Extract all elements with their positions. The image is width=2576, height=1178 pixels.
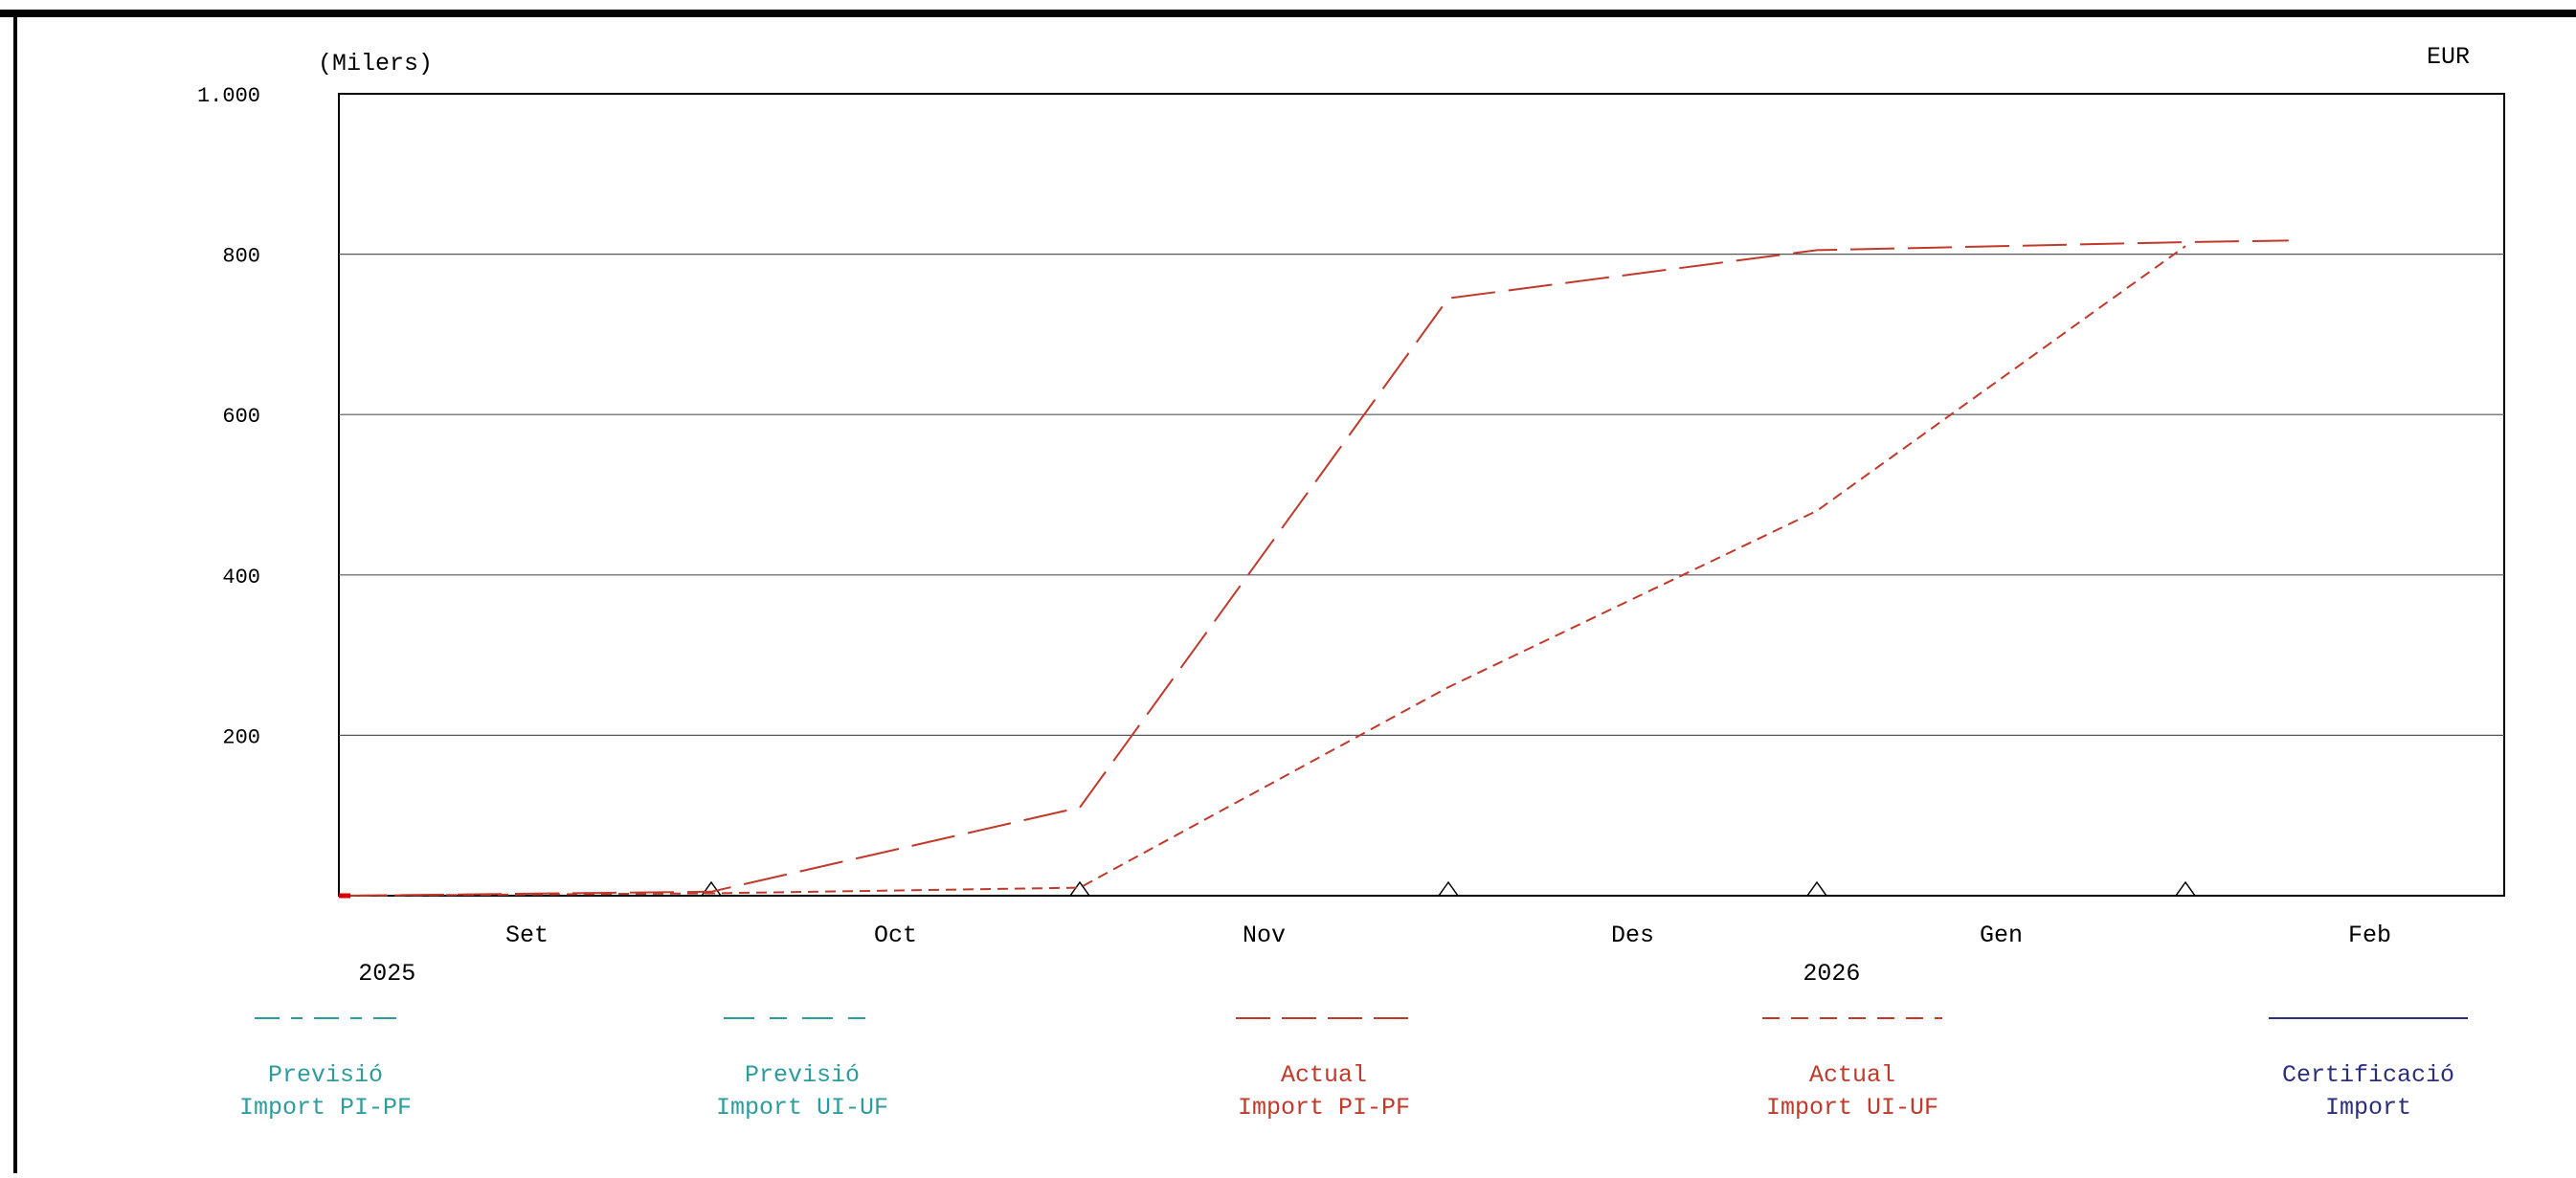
x-tick-label: Set (505, 922, 549, 949)
legend-label: Certificació (2282, 1061, 2454, 1089)
x-year-label: 2025 (358, 960, 415, 988)
plot-area (338, 93, 2505, 897)
series-lines (339, 239, 2289, 899)
legend-label: Import UI-UF (716, 1094, 888, 1122)
x-tick-label: Gen (1980, 922, 2023, 949)
x-year-label: 2026 (1803, 960, 1860, 988)
legend-label: Import PI-PF (1238, 1094, 1410, 1122)
y-tick-label: 400 (222, 566, 260, 589)
legend-label: Actual (1809, 1061, 1895, 1089)
y-tick-label: 200 (222, 725, 260, 749)
x-axis-labels: Set Oct Nov Des Gen Feb 2025 2026 (358, 922, 2391, 988)
x-axis-marker (2175, 880, 2196, 897)
legend-label: Previsió (745, 1061, 860, 1089)
x-tick-label: Oct (874, 922, 917, 949)
legend-label: Previsió (268, 1061, 383, 1089)
y-tick-label: 600 (222, 405, 260, 429)
x-axis-marker (1438, 880, 1459, 897)
x-axis-marker (1806, 880, 1827, 897)
x-tick-label: Nov (1243, 922, 1286, 949)
x-axis-marker (1069, 880, 1090, 897)
unit-label: (Milers) (318, 50, 433, 78)
top-border (0, 10, 2576, 17)
y-tick-label: 800 (222, 245, 260, 269)
legend-label: Actual (1281, 1061, 1367, 1089)
grid-lines (339, 254, 2504, 737)
x-tick-label: Des (1611, 922, 1654, 949)
currency-label: EUR (2427, 43, 2470, 71)
y-tick-label: 1.000 (197, 84, 260, 108)
y-axis-labels: 1.000 800 600 400 200 (197, 84, 260, 749)
series-line (342, 245, 2186, 897)
legend-label: Import UI-UF (1766, 1094, 1938, 1122)
x-tick-label: Feb (2348, 922, 2391, 949)
legend-label: Import PI-PF (239, 1094, 412, 1122)
legend-label: Import (2325, 1094, 2411, 1122)
legend: Previsió Import PI-PF Previsió Import UI-UF… (239, 1017, 2468, 1122)
left-border (13, 17, 17, 1173)
series-line (342, 239, 2289, 897)
